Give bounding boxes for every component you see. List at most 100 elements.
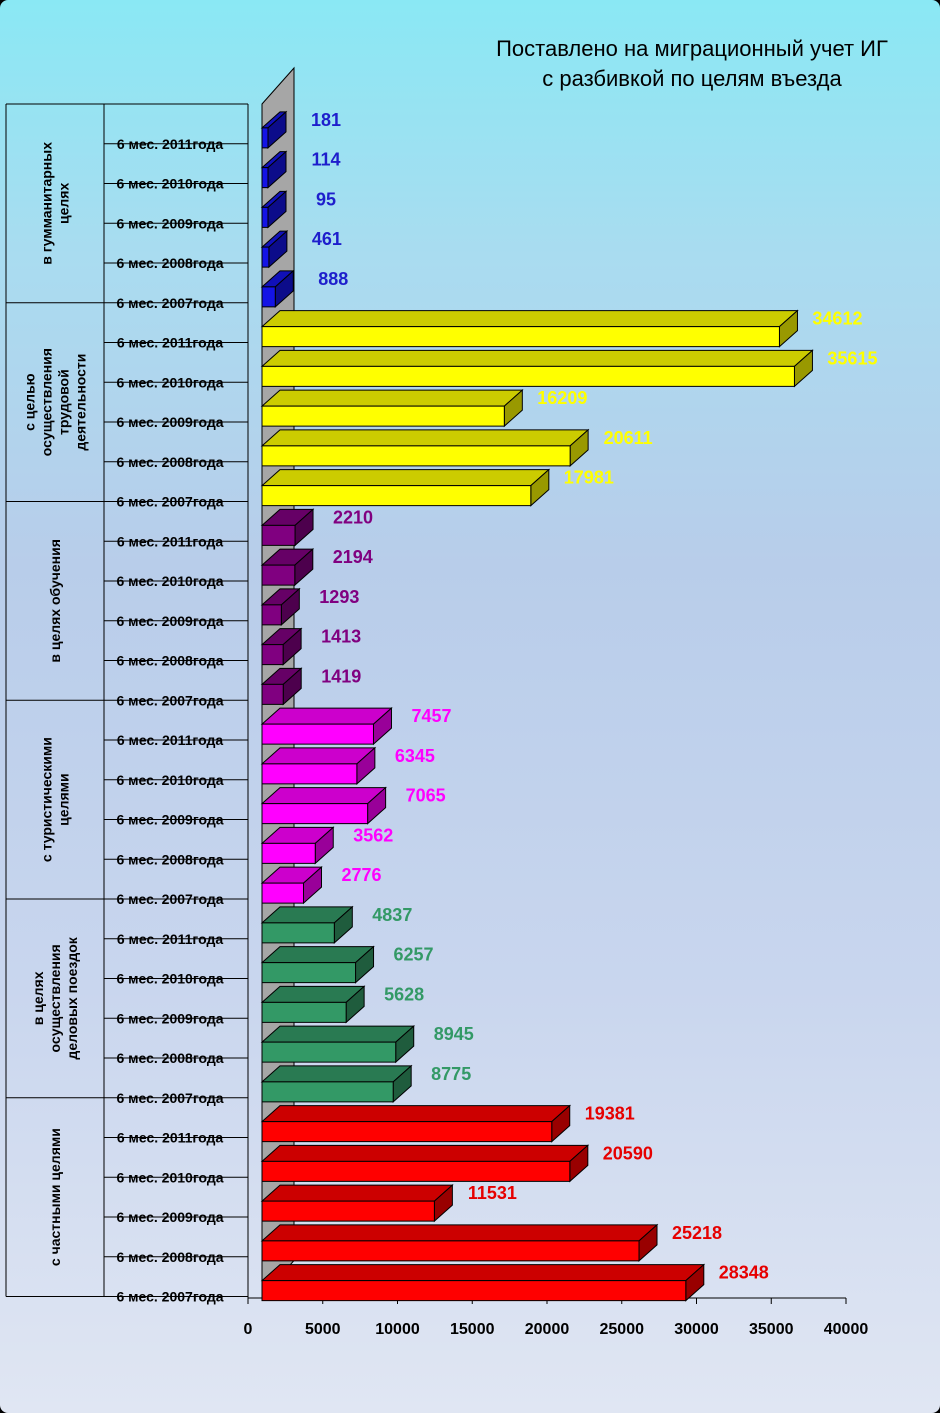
bar [261,644,284,666]
bar-top [260,429,590,447]
labels-layer: в гумманитарныхцелях 6 мес. 2011года 181 6 … [22,110,878,1305]
group-label-line: деятельности [73,354,89,451]
value-label: 95 [316,189,336,209]
bar-top [260,747,377,765]
bar [261,882,305,904]
x-tick-label: 25000 [600,1321,645,1338]
category-label: 6 мес. 2007года [116,295,223,311]
value-label: 25218 [672,1223,722,1243]
group-label-line: с туристическими [39,737,55,862]
bar [261,286,276,308]
value-label: 461 [312,229,342,249]
group-label: в целяхосуществленияделовых поездок [30,936,80,1059]
category-label: 6 мес. 2010года [116,1169,223,1185]
bar [261,1280,687,1302]
group-label: в целях обучения [47,539,63,663]
bar [261,763,358,785]
bar [261,564,296,586]
bar [261,1200,435,1222]
value-label: 1293 [319,587,359,607]
category-label: 6 мес. 2010года [116,176,223,192]
category-label: 6 мес. 2009года [116,215,223,231]
bar [261,962,357,984]
bar [261,803,369,825]
group-label-line: осуществления [47,944,63,1052]
group-label: в гумманитарныхцелях [39,142,72,265]
value-label: 5628 [384,984,424,1004]
bar [261,206,269,228]
group-label-line: с целью [22,373,38,431]
bar-top [260,1224,659,1242]
bar-top [260,1144,590,1162]
value-label: 6257 [394,945,434,965]
bar [261,683,284,705]
value-label: 3562 [353,825,393,845]
value-label: 2210 [333,507,373,527]
bar-top [260,787,387,805]
value-label: 19381 [585,1104,635,1124]
value-label: 888 [318,269,348,289]
category-label: 6 мес. 2009года [116,1209,223,1225]
value-label: 7457 [411,706,451,726]
bar [261,1160,571,1182]
bar [261,1001,347,1023]
bar-top [260,310,799,328]
x-tick-label: 15000 [450,1321,495,1338]
value-label: 35615 [827,348,877,368]
category-label: 6 мес. 2007года [116,891,223,907]
bar [261,127,269,149]
x-tick-label: 10000 [375,1321,420,1338]
bar [261,485,532,507]
bar [261,524,296,546]
group-label-line: с частными целями [47,1128,63,1266]
category-label: 6 мес. 2007года [116,1090,223,1106]
bar-top [260,1105,572,1123]
value-label: 2776 [341,865,381,885]
value-label: 2194 [333,547,373,567]
bar-top [260,1264,706,1282]
x-tick-label: 30000 [674,1321,719,1338]
category-label: 6 мес. 2011года [117,931,223,947]
category-label: 6 мес. 2009года [116,812,223,828]
value-label: 17981 [564,468,614,488]
bar [261,723,374,745]
group-label-line: осуществления [39,348,55,456]
bar [261,365,795,387]
category-label: 6 мес. 2011года [117,136,223,152]
bar [261,1240,640,1262]
value-label: 1419 [321,666,361,686]
value-label: 8775 [431,1064,471,1084]
category-label: 6 мес. 2008года [116,1050,223,1066]
bar-top [260,349,814,367]
value-label: 1413 [321,627,361,647]
bar-top [260,946,375,964]
category-label: 6 мес. 2007года [116,1289,223,1305]
bar [261,842,316,864]
bar [261,405,505,427]
category-label: 6 мес. 2011года [117,1130,223,1146]
bar [261,246,270,268]
value-label: 7065 [406,786,446,806]
bar [261,1041,397,1063]
category-label: 6 мес. 2009года [116,414,223,430]
x-tick-label: 5000 [305,1321,341,1338]
value-label: 114 [311,150,340,170]
category-label: 6 мес. 2011года [117,533,223,549]
category-label: 6 мес. 2007года [116,494,223,510]
bar [261,1081,394,1103]
bars-layer [260,110,814,1302]
category-label: 6 мес. 2007года [116,692,223,708]
value-label: 20590 [603,1143,653,1163]
group-label-line: целями [56,773,72,825]
chart-title-line-2: с разбивкой по целям въезда [542,66,842,91]
x-tick-label: 35000 [749,1321,794,1338]
group-label: с туристическимицелями [39,737,72,862]
bar [261,1121,553,1143]
value-label: 34612 [812,309,862,329]
category-label: 6 мес. 2011года [117,335,223,351]
bar [261,445,571,467]
value-label: 16209 [537,388,587,408]
value-label: 8945 [434,1024,474,1044]
